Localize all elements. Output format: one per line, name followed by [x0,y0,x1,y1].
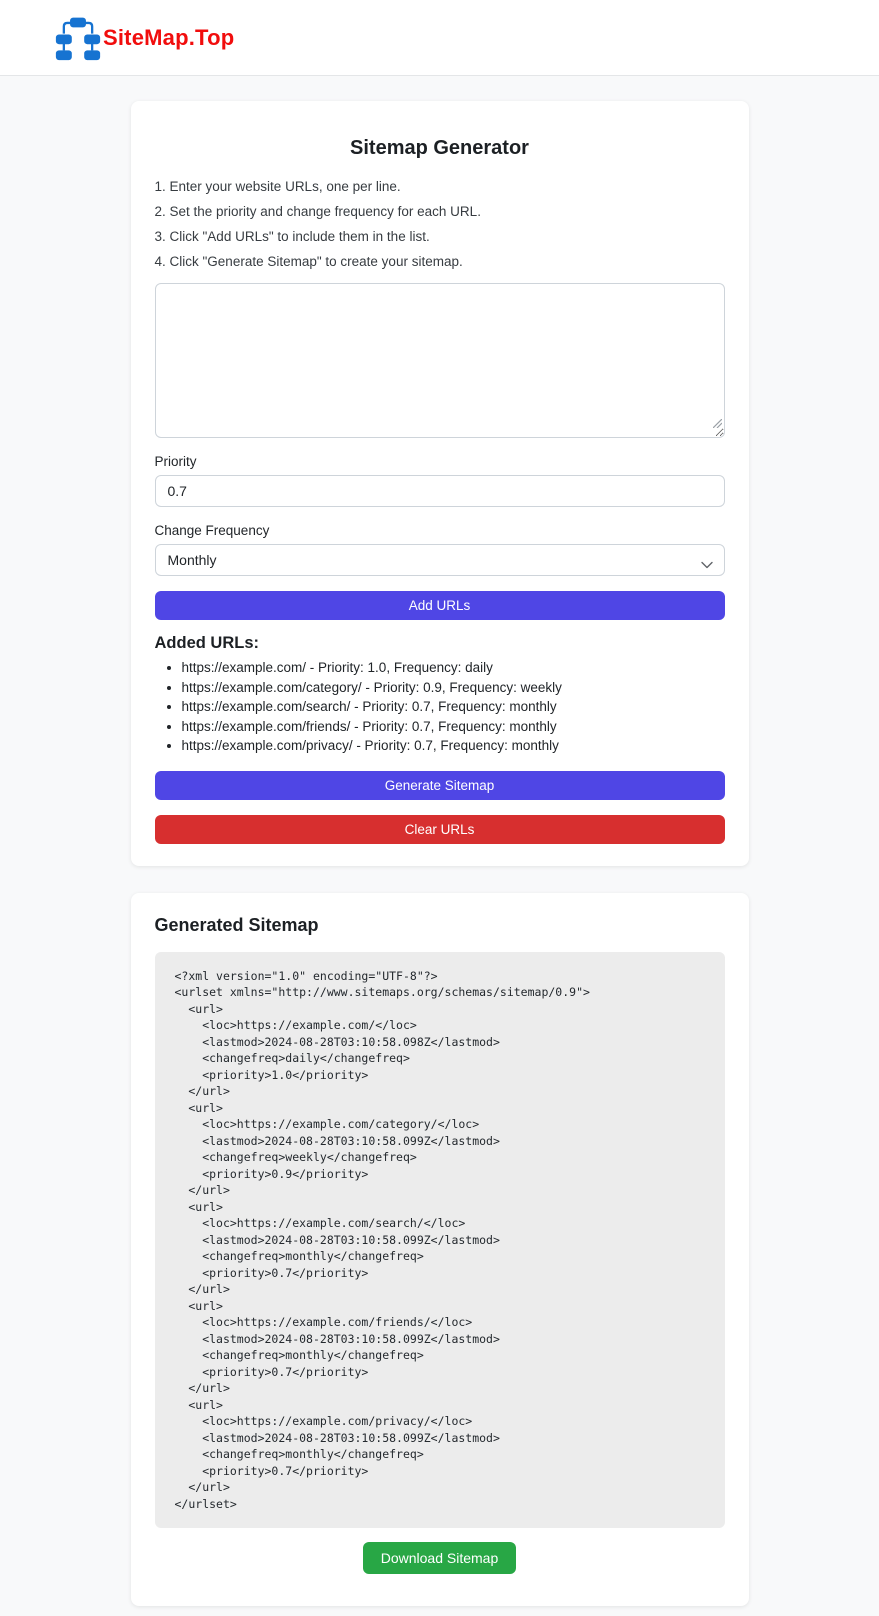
page-title: Sitemap Generator [350,137,529,159]
download-sitemap-button[interactable]: Download Sitemap [362,1542,517,1574]
priority-label: Priority [154,454,197,469]
added-url-item: https://example.com/privacy/ - Priority:… [182,736,725,756]
url-textarea-wrap [154,283,725,438]
added-url-item: https://example.com/category/ - Priority… [182,678,725,698]
change-frequency-label: Change Frequency [154,523,270,538]
generate-sitemap-button[interactable]: Generate Sitemap [154,770,725,800]
instruction-step: 4. Click "Generate Sitemap" to create yo… [154,254,463,269]
frequency-select-wrap: Monthly [154,544,725,576]
added-urls-list: https://example.com/ - Priority: 1.0, Fr… [155,658,725,756]
added-url-item: https://example.com/ - Priority: 1.0, Fr… [182,658,725,678]
brand-name: SiteMap.Top [103,24,235,50]
added-urls-heading: Added URLs: [154,634,260,652]
brand-logo[interactable]: SiteMap.Top [55,14,234,62]
urls-textarea[interactable] [154,283,725,438]
download-row: Download Sitemap [155,1542,725,1584]
main-content: Sitemap Generator 1. Enter your website … [0,101,879,1606]
priority-input[interactable] [154,475,725,507]
frequency-select[interactable]: Monthly [154,544,725,576]
instruction-list: 1. Enter your website URLs, one per line… [155,174,725,274]
sitemap-generator-card: Sitemap Generator 1. Enter your website … [130,101,749,866]
generated-sitemap-card: Generated Sitemap <?xml version="1.0" en… [130,892,749,1606]
instruction-step: 3. Click "Add URLs" to include them in t… [154,229,430,244]
clear-urls-button[interactable]: Clear URLs [154,814,725,844]
added-url-item: https://example.com/search/ - Priority: … [182,697,725,717]
add-urls-button[interactable]: Add URLs [154,591,725,620]
instruction-step: 2. Set the priority and change frequency… [154,204,481,219]
sitemap-xml-output: <?xml version="1.0" encoding="UTF-8"?> <… [154,951,725,1528]
sitemap-tree-icon [55,14,101,62]
added-url-item: https://example.com/friends/ - Priority:… [182,717,725,737]
instruction-step: 1. Enter your website URLs, one per line… [154,179,401,194]
site-header: SiteMap.Top [0,0,879,76]
generated-sitemap-heading: Generated Sitemap [154,914,319,935]
